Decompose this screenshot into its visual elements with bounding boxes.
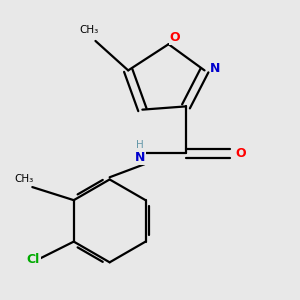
Text: CH₃: CH₃ xyxy=(79,25,99,35)
Text: H: H xyxy=(136,140,144,149)
Text: N: N xyxy=(210,62,220,75)
Text: O: O xyxy=(235,147,246,160)
Text: CH₃: CH₃ xyxy=(14,174,33,184)
Text: N: N xyxy=(135,151,146,164)
Text: Cl: Cl xyxy=(27,253,40,266)
Text: O: O xyxy=(170,31,180,44)
